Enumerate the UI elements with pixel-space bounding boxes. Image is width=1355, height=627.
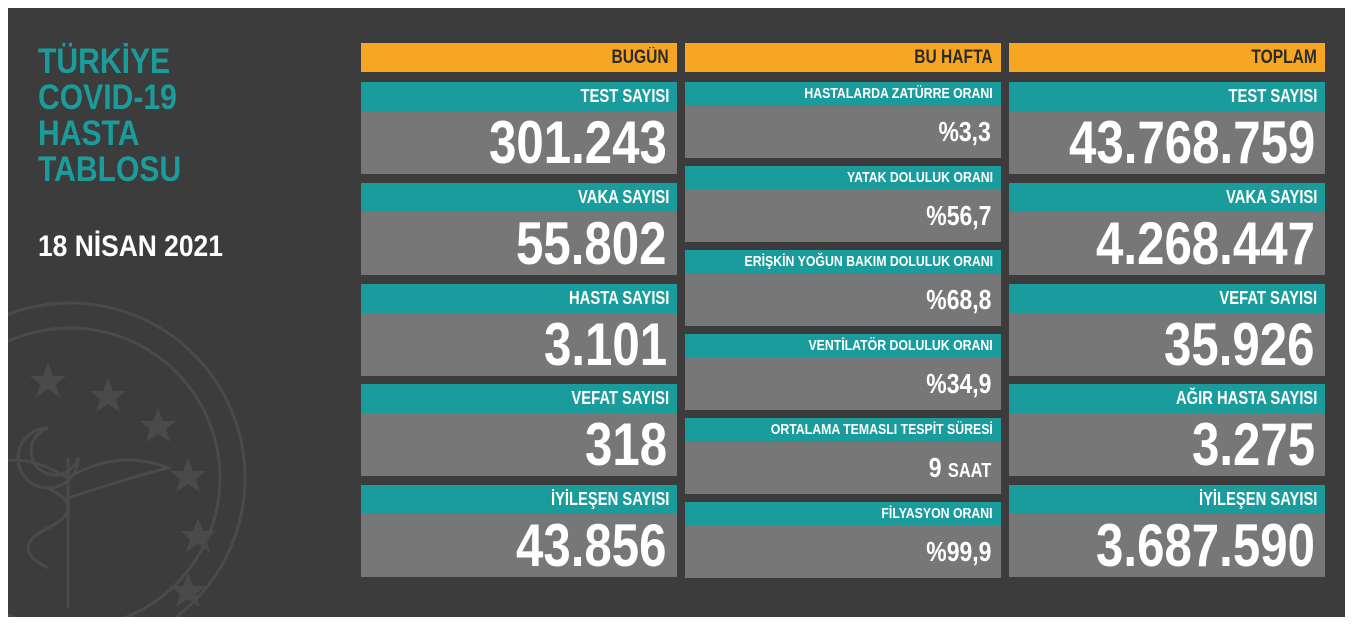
- value-wrap: 43.768.759: [1069, 111, 1315, 174]
- value-text: 43.768.759: [1068, 109, 1315, 176]
- card-label: VAKA SAYISI: [361, 182, 677, 212]
- value-text: %3,3: [938, 116, 991, 147]
- card-label: ORTALAMA TEMASLI TESPİT SÜRESİ: [685, 418, 1001, 442]
- card-value: 9 SAAT: [685, 442, 1001, 494]
- column-heading: BU HAFTA: [685, 43, 1001, 72]
- card-label: YATAK DOLULUK ORANI: [685, 166, 1001, 190]
- title-line: TÜRKİYE: [38, 42, 171, 81]
- value-text: 55.802: [516, 209, 667, 277]
- value-wrap: %34,9: [926, 358, 991, 410]
- label-text: ORTALAMA TEMASLI TESPİT SÜRESİ: [770, 421, 993, 438]
- value-text: %99,9: [925, 536, 991, 567]
- value-wrap: 3.687.590: [1096, 514, 1315, 577]
- card-value: %56,7: [685, 190, 1001, 242]
- value-text: 43.856: [516, 512, 667, 580]
- card-label: VEFAT SAYISI: [361, 384, 677, 414]
- label-text: YATAK DOLULUK ORANI: [846, 169, 993, 186]
- label-text: TEST SAYISI: [1228, 86, 1317, 106]
- label-text: TEST SAYISI: [580, 86, 669, 106]
- card-label: VAKA SAYISI: [1009, 182, 1325, 212]
- label-text: VAKA SAYISI: [577, 186, 669, 207]
- label-text: HASTALARDA ZATÜRRE ORANI: [804, 85, 993, 102]
- label-text: VEFAT SAYISI: [1219, 287, 1317, 308]
- value-wrap: 301.243: [489, 111, 667, 174]
- value-unit: SAAT: [947, 460, 991, 482]
- card-value: 55.802: [361, 211, 677, 275]
- value-text: 9: [928, 452, 942, 483]
- value-text: %68,8: [925, 284, 991, 315]
- card-value: 3.275: [1009, 413, 1325, 477]
- column-heading: BUGÜN: [361, 43, 677, 72]
- card-label: AĞIR HASTA SAYISI: [1009, 384, 1325, 414]
- title-line: TABLOSU: [38, 150, 182, 189]
- title-line: COVID-19: [38, 78, 177, 117]
- label-text: İYİLEŞEN SAYISI: [550, 489, 669, 510]
- value-text: 4.268.447: [1096, 209, 1315, 277]
- label-text: VENTİLATÖR DOLULUK ORANI: [808, 337, 993, 354]
- heading-text: BUGÜN: [611, 47, 669, 68]
- label-text: VAKA SAYISI: [1225, 186, 1317, 207]
- value-text: %56,7: [925, 200, 991, 231]
- title-line: HASTA: [38, 114, 140, 153]
- value-wrap: %56,7: [926, 190, 991, 242]
- value-wrap: 3.101: [544, 313, 667, 376]
- card-value: 3.101: [361, 312, 677, 376]
- card-label: HASTA SAYISI: [361, 283, 677, 313]
- card-value: 35.926: [1009, 312, 1325, 376]
- card-label: FİLYASYON ORANI: [685, 502, 1001, 526]
- value-wrap: 4.268.447: [1096, 212, 1315, 275]
- value-wrap: %99,9: [926, 526, 991, 578]
- card-value: %68,8: [685, 274, 1001, 326]
- date: 18 NİSAN 2021: [38, 230, 223, 263]
- label-text: VEFAT SAYISI: [571, 388, 669, 409]
- value-text: 3.687.590: [1096, 512, 1315, 580]
- card-value: 43.856: [361, 514, 677, 578]
- card-value: 318: [361, 413, 677, 477]
- card-value: %3,3: [685, 106, 1001, 158]
- value-text: %34,9: [925, 368, 991, 399]
- value-wrap: %3,3: [939, 106, 991, 158]
- value-wrap: 318: [585, 413, 667, 476]
- value-text: 318: [584, 411, 667, 479]
- card-label: İYİLEŞEN SAYISI: [1009, 485, 1325, 515]
- value-wrap: 9 SAAT: [928, 442, 991, 497]
- value-wrap: 3.275: [1192, 413, 1315, 476]
- value-text: 3.275: [1191, 411, 1315, 479]
- card-value: %99,9: [685, 526, 1001, 578]
- card-value: %34,9: [685, 358, 1001, 410]
- card-label: ERİŞKİN YOĞUN BAKIM DOLULUK ORANI: [685, 250, 1001, 274]
- label-text: AĞIR HASTA SAYISI: [1175, 388, 1317, 409]
- emblem-watermark: [8, 301, 247, 617]
- card-label: VENTİLATÖR DOLULUK ORANI: [685, 334, 1001, 358]
- card-label: TEST SAYISI: [1009, 82, 1325, 111]
- value-wrap: 35.926: [1165, 313, 1315, 376]
- card-value: 301.243: [361, 111, 677, 174]
- value-wrap: 55.802: [517, 212, 667, 275]
- card-label: VEFAT SAYISI: [1009, 283, 1325, 313]
- value-text: 301.243: [489, 109, 667, 176]
- value-text: 3.101: [543, 310, 667, 378]
- heading-text: TOPLAM: [1251, 47, 1317, 68]
- label-text: HASTA SAYISI: [568, 287, 669, 308]
- value-wrap: 43.856: [517, 514, 667, 577]
- title: TÜRKİYE COVID-19 HASTA TABLOSU: [38, 44, 181, 188]
- value-wrap: %68,8: [926, 274, 991, 326]
- card-value: 4.268.447: [1009, 211, 1325, 275]
- card-value: 43.768.759: [1009, 111, 1325, 174]
- card-label: HASTALARDA ZATÜRRE ORANI: [685, 82, 1001, 106]
- board: TÜRKİYE COVID-19 HASTA TABLOSU 18 NİSAN …: [8, 8, 1345, 617]
- heading-text: BU HAFTA: [914, 47, 993, 68]
- value-text: 35.926: [1164, 310, 1315, 378]
- card-value: 3.687.590: [1009, 514, 1325, 578]
- column-heading: TOPLAM: [1009, 43, 1325, 72]
- label-text: FİLYASYON ORANI: [881, 505, 993, 522]
- card-label: İYİLEŞEN SAYISI: [361, 485, 677, 515]
- label-text: İYİLEŞEN SAYISI: [1198, 489, 1317, 510]
- card-label: TEST SAYISI: [361, 82, 677, 111]
- label-text: ERİŞKİN YOĞUN BAKIM DOLULUK ORANI: [744, 253, 993, 270]
